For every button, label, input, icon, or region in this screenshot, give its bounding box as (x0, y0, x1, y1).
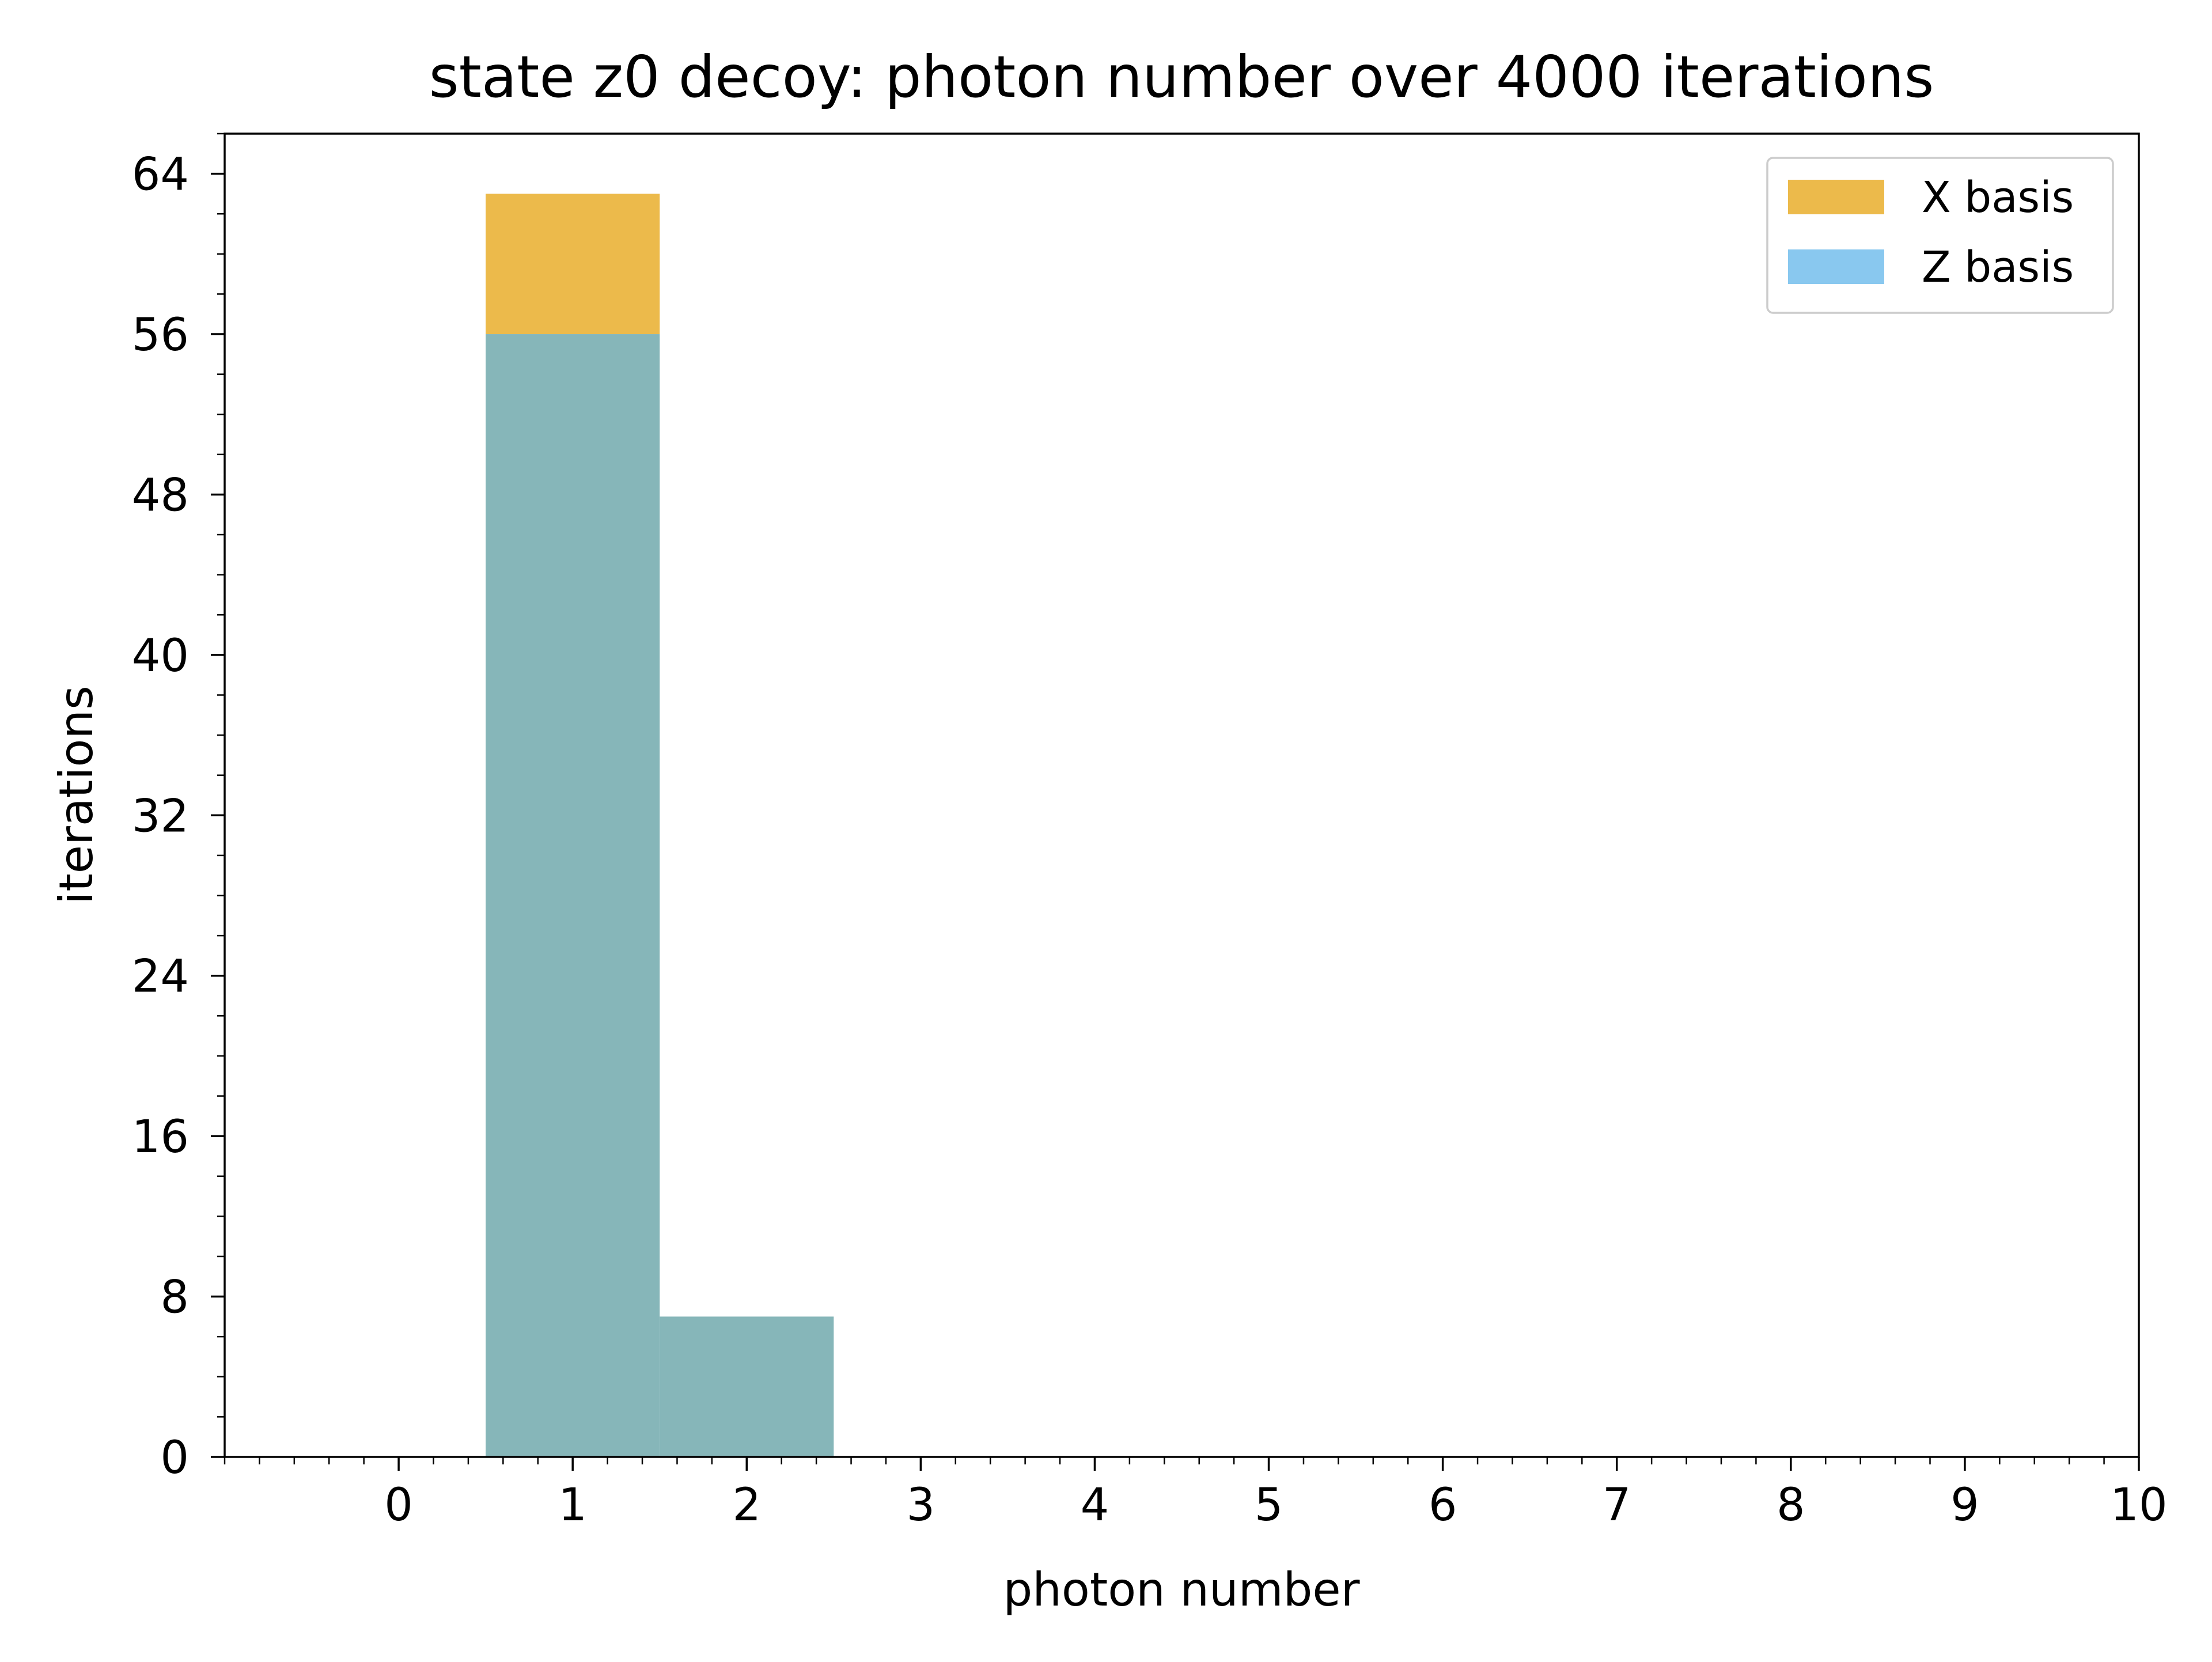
bar-z-basis-1 (486, 334, 660, 1457)
x-axis-label: photon number (1003, 1563, 1359, 1616)
y-tick-label-32: 32 (132, 790, 189, 842)
legend-label-x-basis: X basis (1922, 173, 2074, 222)
x-tick-label-8: 8 (1777, 1479, 1805, 1531)
x-tick-label-1: 1 (558, 1479, 587, 1531)
chart-title: state z0 decoy: photon number over 4000 … (429, 43, 1934, 111)
x-tick-label-5: 5 (1255, 1479, 1283, 1531)
x-tick-label-4: 4 (1081, 1479, 1109, 1531)
x-tick-label-9: 9 (1950, 1479, 1979, 1531)
y-axis-label: iterations (50, 686, 103, 904)
y-tick-label-24: 24 (132, 951, 189, 1003)
x-tick-label-6: 6 (1429, 1479, 1457, 1531)
legend-swatch-x-basis (1788, 180, 1884, 214)
y-tick-label-40: 40 (132, 630, 189, 682)
legend-label-z-basis: Z basis (1922, 243, 2074, 292)
legend: X basis Z basis (1766, 157, 2114, 314)
x-tick-label-3: 3 (907, 1479, 935, 1531)
legend-swatch-z-basis (1788, 249, 1884, 284)
x-tick-label-2: 2 (732, 1479, 761, 1531)
y-tick-label-0: 0 (160, 1432, 189, 1484)
y-tick-label-64: 64 (132, 149, 189, 201)
y-tick-label-16: 16 (132, 1111, 189, 1163)
bar-z-basis-2 (660, 1316, 834, 1457)
bars-layer (486, 194, 834, 1457)
y-tick-label-48: 48 (132, 470, 189, 521)
y-tick-label-56: 56 (132, 309, 189, 361)
y-tick-label-8: 8 (160, 1272, 189, 1324)
x-tick-label-7: 7 (1603, 1479, 1631, 1531)
x-tick-label-0: 0 (384, 1479, 413, 1531)
x-tick-label-10: 10 (2110, 1479, 2167, 1531)
bar-x-basis-1 (486, 194, 660, 335)
plot-frame (224, 132, 2140, 1458)
